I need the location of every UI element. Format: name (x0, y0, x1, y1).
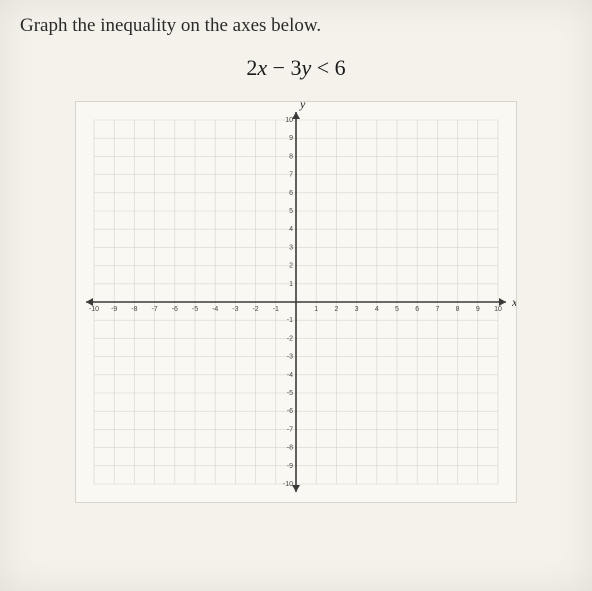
svg-text:-6: -6 (287, 408, 293, 415)
svg-text:x: x (511, 295, 516, 309)
svg-text:-5: -5 (287, 390, 293, 397)
svg-text:-1: -1 (273, 306, 279, 313)
svg-text:-2: -2 (287, 335, 293, 342)
cartesian-plane[interactable]: -10 -9 -8 -7 -6 -5 -4 -3 -2 -1 1 2 3 4 5 6 7 8 9 10 10 9 8 7 6 5 4… (75, 101, 517, 503)
svg-text:2: 2 (289, 263, 293, 270)
svg-text:y: y (299, 102, 306, 111)
svg-text:10: 10 (494, 306, 502, 313)
inequality-equation: 2x − 3y < 6 (20, 55, 572, 81)
svg-text:-10: -10 (283, 481, 293, 488)
svg-text:6: 6 (415, 306, 419, 313)
graph-container: -10 -9 -8 -7 -6 -5 -4 -3 -2 -1 1 2 3 4 5 6 7 8 9 10 10 9 8 7 6 5 4… (20, 101, 572, 503)
svg-text:-6: -6 (172, 306, 178, 313)
svg-text:7: 7 (435, 306, 439, 313)
svg-text:5: 5 (289, 208, 293, 215)
svg-text:-7: -7 (287, 426, 293, 433)
svg-text:-3: -3 (287, 354, 293, 361)
svg-text:8: 8 (289, 153, 293, 160)
worksheet-page: Graph the inequality on the axes below. … (0, 0, 592, 591)
svg-text:-10: -10 (89, 306, 99, 313)
svg-text:3: 3 (355, 306, 359, 313)
svg-text:6: 6 (289, 190, 293, 197)
svg-text:1: 1 (314, 306, 318, 313)
svg-text:-4: -4 (287, 372, 293, 379)
svg-text:-8: -8 (131, 306, 137, 313)
svg-text:-3: -3 (232, 306, 238, 313)
svg-text:2: 2 (334, 306, 338, 313)
svg-text:5: 5 (395, 306, 399, 313)
svg-text:10: 10 (285, 117, 293, 124)
svg-text:-1: -1 (287, 317, 293, 324)
svg-text:-4: -4 (212, 306, 218, 313)
svg-text:9: 9 (476, 306, 480, 313)
svg-text:-9: -9 (287, 463, 293, 470)
svg-text:-8: -8 (287, 445, 293, 452)
svg-text:1: 1 (289, 281, 293, 288)
grid-svg: -10 -9 -8 -7 -6 -5 -4 -3 -2 -1 1 2 3 4 5 6 7 8 9 10 10 9 8 7 6 5 4… (76, 102, 516, 502)
svg-text:-9: -9 (111, 306, 117, 313)
svg-text:-5: -5 (192, 306, 198, 313)
svg-text:9: 9 (289, 135, 293, 142)
question-prompt: Graph the inequality on the axes below. (20, 15, 572, 37)
svg-text:4: 4 (375, 306, 379, 313)
svg-text:7: 7 (289, 172, 293, 179)
svg-text:8: 8 (456, 306, 460, 313)
svg-text:4: 4 (289, 226, 293, 233)
svg-text:-2: -2 (252, 306, 258, 313)
svg-text:3: 3 (289, 244, 293, 251)
svg-text:-7: -7 (151, 306, 157, 313)
